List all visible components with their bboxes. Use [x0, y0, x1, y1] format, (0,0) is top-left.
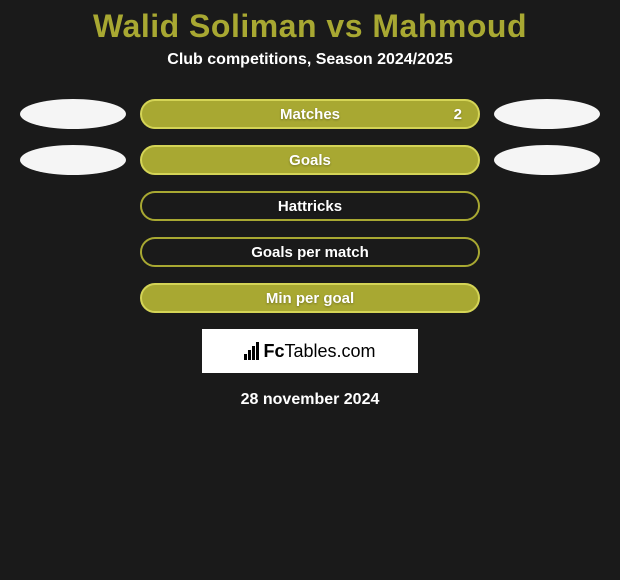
stat-row: Matches2 [0, 99, 620, 129]
stat-row: Min per goal [0, 283, 620, 313]
left-ellipse [20, 99, 126, 129]
left-ellipse [20, 145, 126, 175]
barchart-icon [244, 342, 259, 360]
comparison-infographic: Walid Soliman vs Mahmoud Club competitio… [0, 0, 620, 409]
date-label: 28 november 2024 [0, 391, 620, 409]
stat-bar-wrapper: Hattricks [140, 191, 480, 221]
stat-label: Hattricks [142, 198, 478, 215]
stat-bar-wrapper: Min per goal [140, 283, 480, 313]
stat-bar-wrapper: Matches2 [140, 99, 480, 129]
stat-label: Min per goal [142, 290, 478, 307]
logo-text: FcTables.com [263, 341, 375, 362]
stat-bar: Goals per match [140, 237, 480, 267]
logo-box: FcTables.com [202, 329, 418, 373]
stat-bar-wrapper: Goals per match [140, 237, 480, 267]
logo: FcTables.com [244, 341, 375, 362]
stat-bar: Min per goal [140, 283, 480, 313]
stat-label: Matches [142, 106, 478, 123]
page-title: Walid Soliman vs Mahmoud [0, 0, 620, 51]
page-subtitle: Club competitions, Season 2024/2025 [0, 51, 620, 99]
logo-suffix: Tables.com [284, 341, 375, 361]
right-ellipse [494, 99, 600, 129]
stat-label: Goals [142, 152, 478, 169]
stat-bar: Matches2 [140, 99, 480, 129]
stat-row: Goals [0, 145, 620, 175]
stat-label: Goals per match [142, 244, 478, 261]
stat-bar-wrapper: Goals [140, 145, 480, 175]
stat-value: 2 [454, 106, 462, 123]
stat-row: Goals per match [0, 237, 620, 267]
logo-prefix: Fc [263, 341, 284, 361]
stat-bar: Hattricks [140, 191, 480, 221]
right-ellipse [494, 145, 600, 175]
stat-row: Hattricks [0, 191, 620, 221]
stat-bar: Goals [140, 145, 480, 175]
stats-list: Matches2 Goals Hattricks Goals per match Min… [0, 99, 620, 313]
